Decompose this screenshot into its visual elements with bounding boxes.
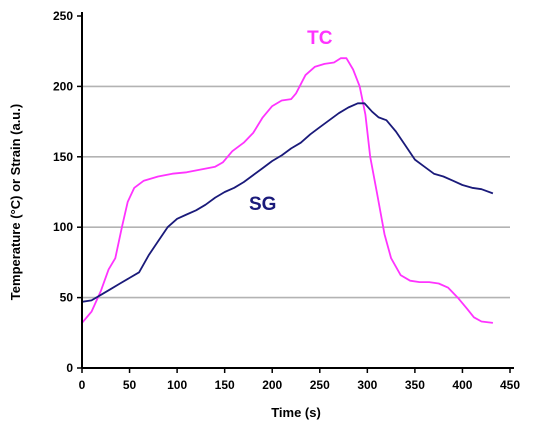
x-tick-label: 0 xyxy=(79,378,86,392)
gridlines xyxy=(82,85,510,299)
series-lines xyxy=(81,57,494,324)
x-tick-label: 150 xyxy=(215,378,235,392)
y-tick-label: 100 xyxy=(53,220,73,234)
y-axis-title: Temperature (°C) or Strain (a.u.) xyxy=(8,104,23,300)
x-tick-label: 100 xyxy=(167,378,187,392)
series-label-tc: TC xyxy=(307,28,333,49)
x-tick-label: 450 xyxy=(500,378,520,392)
x-tick-label: 200 xyxy=(262,378,282,392)
axes xyxy=(81,12,514,369)
x-tick-label: 400 xyxy=(452,378,472,392)
y-tick-label: 0 xyxy=(66,361,73,375)
series-label-sg: SG xyxy=(249,194,276,215)
x-tick-label: 300 xyxy=(357,378,377,392)
x-tick-label: 350 xyxy=(405,378,425,392)
y-tick-label: 150 xyxy=(53,150,73,164)
series-line-sg xyxy=(81,102,494,303)
tick-labels: 0 50 100 150 200 250 0 50 100 150 200 250 300 350 400 4… xyxy=(53,9,520,392)
y-tick-label: 200 xyxy=(53,79,73,93)
series-line-tc xyxy=(81,57,494,324)
y-tick-label: 250 xyxy=(53,9,73,23)
x-tick-label: 250 xyxy=(310,378,330,392)
x-tick-label: 50 xyxy=(123,378,137,392)
y-tick-label: 50 xyxy=(60,291,74,305)
x-axis-title: Time (s) xyxy=(271,405,321,420)
